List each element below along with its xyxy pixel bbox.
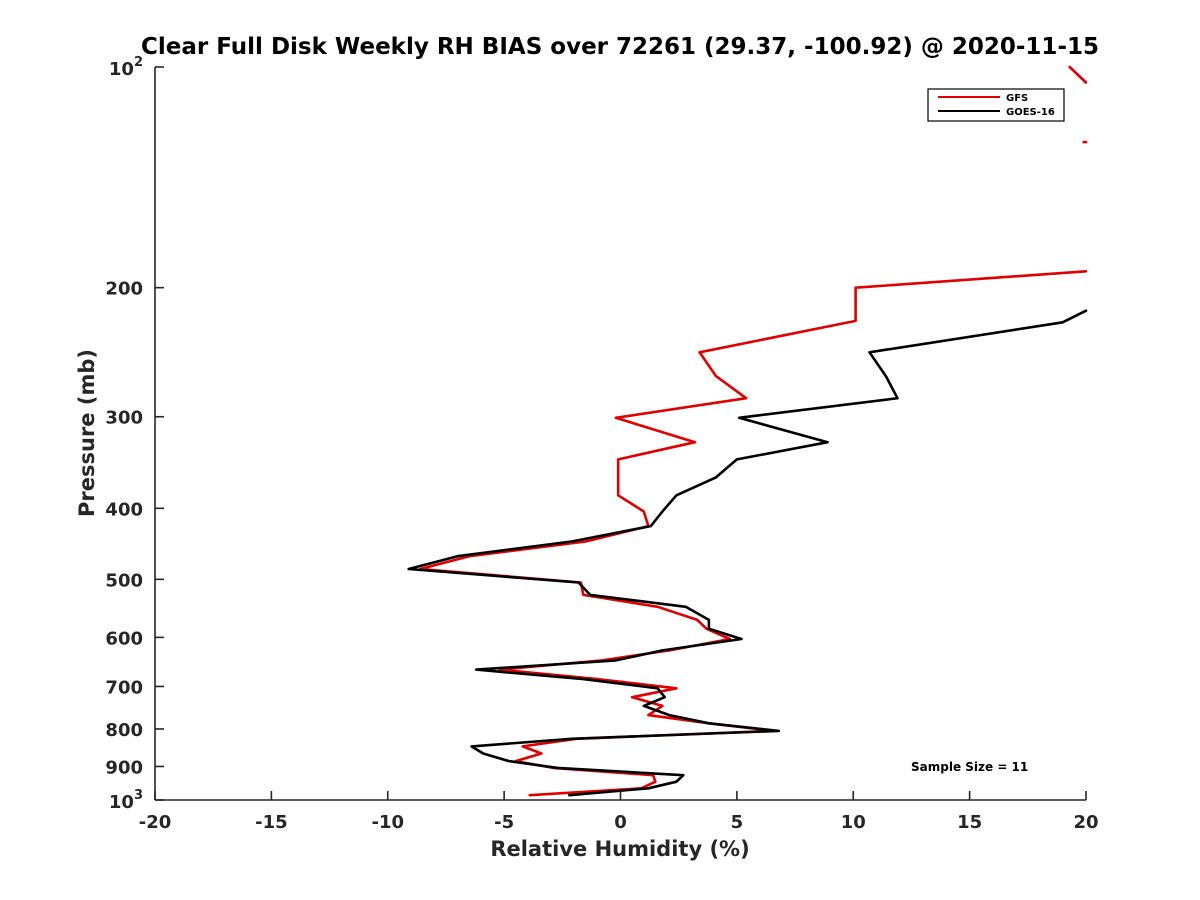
series-line-gfs [1068, 65, 1088, 84]
y-tick-label: 700 [105, 677, 143, 698]
legend-goes16-label: GOES-16 [1006, 107, 1055, 118]
series-line-goes-16 [407, 309, 1088, 797]
x-ticks-group: -20 -15 -10 -5 0 5 10 15 20 [139, 791, 1099, 833]
x-axis-label: Relative Humidity (%) [490, 837, 749, 861]
y-tick-label: 400 [105, 499, 143, 520]
x-tick-label: 15 [957, 812, 982, 833]
y-tick-label: 500 [105, 570, 143, 591]
x-tick-label: 5 [731, 812, 744, 833]
x-tick-label: -5 [494, 812, 514, 833]
series-group [407, 65, 1088, 797]
legend-gfs-label: GFS [1006, 93, 1028, 104]
y-tick-label: 300 [105, 408, 143, 429]
y-ticks-group: 102 200 300 400 500 600 700 800 900 103 [105, 55, 164, 813]
x-tick-label: -20 [139, 812, 172, 833]
series-line-gfs [418, 269, 1088, 797]
y-tick-label: 200 [105, 279, 143, 300]
y-tick-label: 600 [105, 628, 143, 649]
x-tick-label: -10 [371, 812, 404, 833]
y-tick-label: 103 [109, 788, 143, 813]
y-tick-label: 800 [105, 720, 143, 741]
chart-title: Clear Full Disk Weekly RH BIAS over 7226… [141, 34, 1099, 60]
x-tick-label: 0 [614, 812, 627, 833]
sample-size-annotation: Sample Size = 11 [911, 760, 1028, 774]
y-tick-label: 102 [109, 55, 143, 80]
x-tick-label: 10 [841, 812, 866, 833]
x-tick-label: 20 [1073, 812, 1098, 833]
legend: GFS GOES-16 [927, 88, 1065, 122]
legend-box [927, 88, 1065, 122]
y-axis-label: Pressure (mb) [75, 349, 99, 517]
x-tick-label: -15 [255, 812, 288, 833]
y-tick-label: 900 [105, 757, 143, 778]
